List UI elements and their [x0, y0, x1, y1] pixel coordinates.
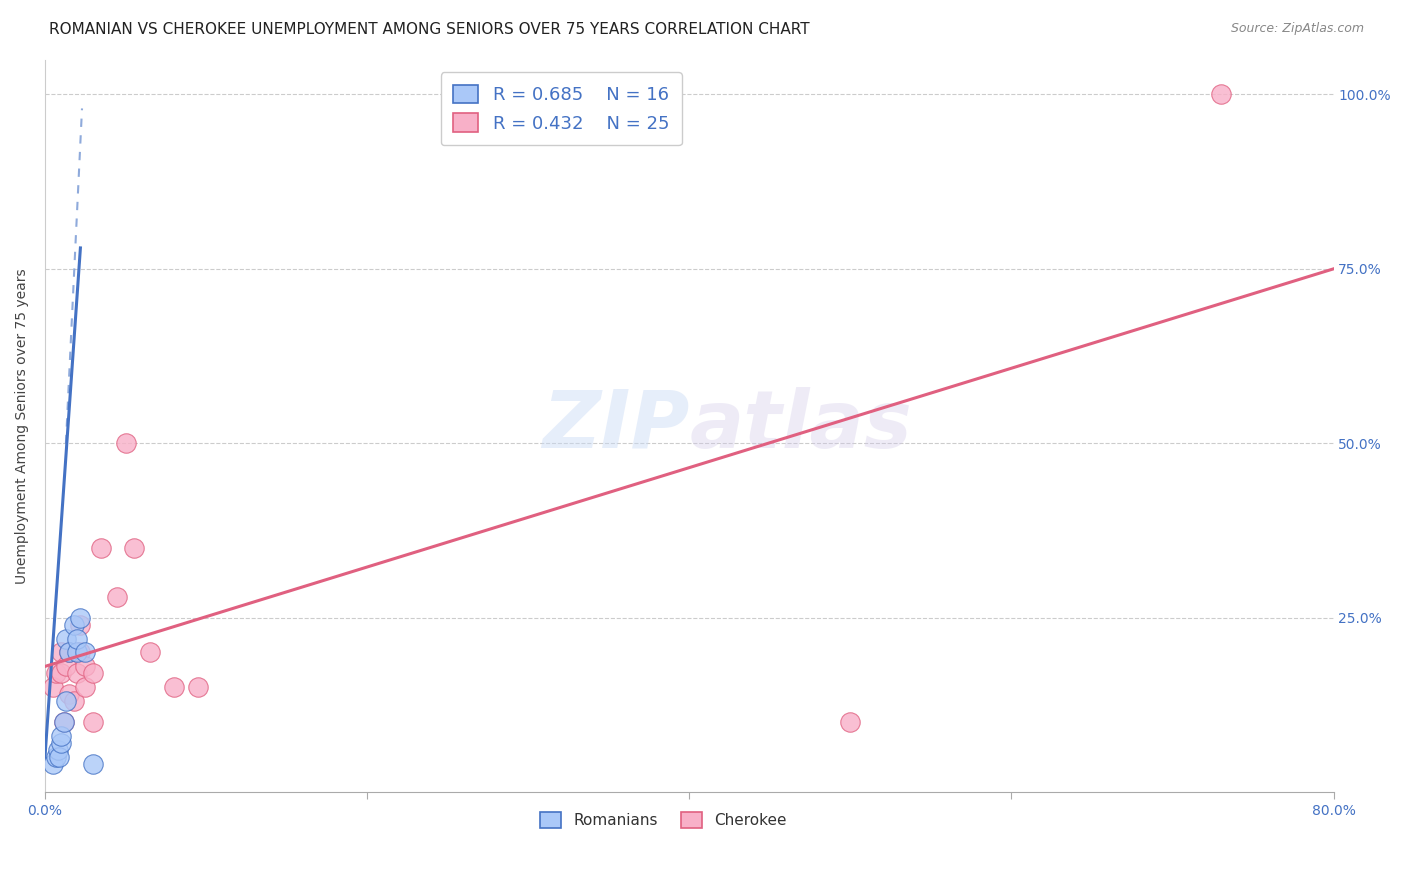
- Point: [58, 645, 80, 659]
- Point: [138, 645, 160, 659]
- Point: [82, 757, 104, 772]
- Point: [82, 715, 104, 730]
- Point: [53, 715, 76, 730]
- Point: [75, 659, 97, 673]
- Text: ZIP: ZIP: [541, 387, 689, 465]
- Point: [49, 666, 72, 681]
- Point: [122, 541, 145, 555]
- Point: [66, 645, 89, 659]
- Point: [42, 681, 65, 695]
- Point: [48, 750, 70, 764]
- Point: [114, 436, 136, 450]
- Point: [66, 632, 89, 646]
- Point: [66, 666, 89, 681]
- Point: [58, 687, 80, 701]
- Point: [49, 736, 72, 750]
- Point: [45, 666, 67, 681]
- Point: [45, 750, 67, 764]
- Point: [55, 632, 77, 646]
- Point: [55, 694, 77, 708]
- Point: [839, 715, 862, 730]
- Point: [53, 715, 76, 730]
- Point: [75, 681, 97, 695]
- Legend: Romanians, Cherokee: Romanians, Cherokee: [533, 805, 794, 836]
- Point: [82, 666, 104, 681]
- Point: [42, 757, 65, 772]
- Point: [49, 729, 72, 743]
- Point: [163, 681, 186, 695]
- Point: [1209, 87, 1232, 102]
- Point: [107, 590, 129, 604]
- Point: [49, 645, 72, 659]
- Point: [75, 645, 97, 659]
- Point: [90, 541, 112, 555]
- Point: [55, 659, 77, 673]
- Point: [63, 617, 86, 632]
- Point: [69, 645, 91, 659]
- Text: atlas: atlas: [689, 387, 912, 465]
- Point: [187, 681, 209, 695]
- Point: [63, 694, 86, 708]
- Text: ROMANIAN VS CHEROKEE UNEMPLOYMENT AMONG SENIORS OVER 75 YEARS CORRELATION CHART: ROMANIAN VS CHEROKEE UNEMPLOYMENT AMONG …: [49, 22, 810, 37]
- Point: [58, 645, 80, 659]
- Y-axis label: Unemployment Among Seniors over 75 years: Unemployment Among Seniors over 75 years: [15, 268, 30, 583]
- Point: [69, 610, 91, 624]
- Point: [69, 617, 91, 632]
- Text: Source: ZipAtlas.com: Source: ZipAtlas.com: [1230, 22, 1364, 36]
- Point: [46, 743, 69, 757]
